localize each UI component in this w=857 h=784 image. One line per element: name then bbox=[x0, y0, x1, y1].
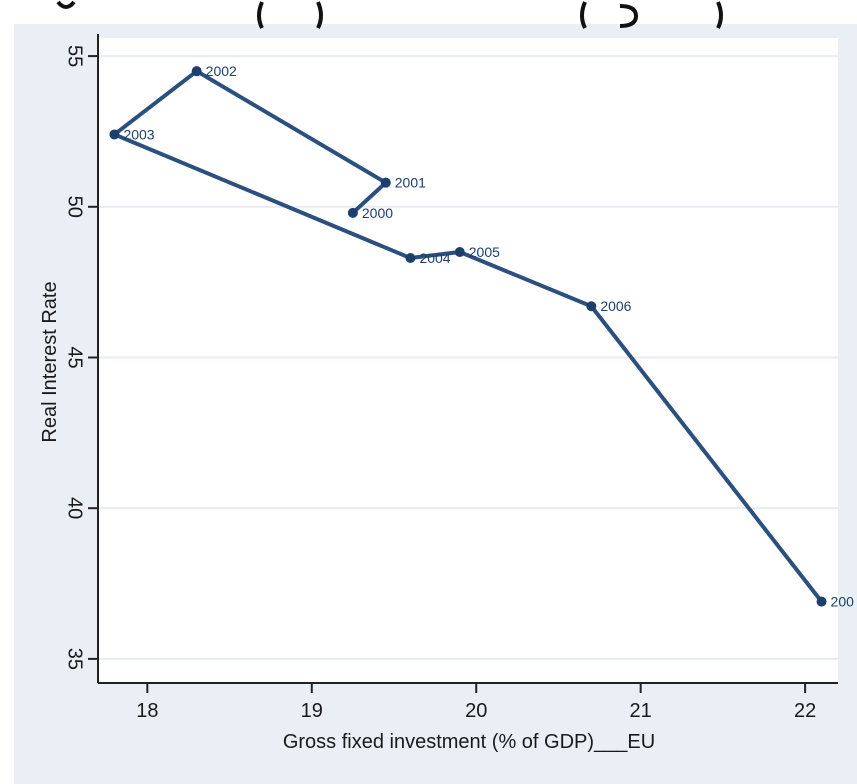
y-tick-label: 55 bbox=[64, 45, 86, 67]
point-label: 2006 bbox=[600, 298, 631, 314]
y-tick-label: 40 bbox=[64, 497, 86, 519]
x-tick-label: 21 bbox=[630, 700, 652, 722]
point-label: 200 bbox=[831, 594, 855, 610]
point-label: 2000 bbox=[362, 205, 393, 221]
y-tick-label: 35 bbox=[64, 648, 86, 670]
data-point bbox=[109, 129, 120, 140]
data-point bbox=[405, 253, 416, 264]
point-label: 2002 bbox=[206, 63, 237, 79]
x-axis-title: Gross fixed investment (% of GDP)___EU bbox=[283, 731, 655, 753]
point-label: 2001 bbox=[395, 175, 426, 191]
cropped-title-fragment bbox=[56, 0, 723, 29]
data-point bbox=[586, 301, 597, 312]
y-tick-label: 50 bbox=[64, 196, 86, 218]
x-tick-label: 19 bbox=[301, 700, 323, 722]
data-point bbox=[191, 66, 202, 77]
x-tick-label: 18 bbox=[136, 700, 158, 722]
x-tick-label: 20 bbox=[465, 700, 487, 722]
data-point bbox=[816, 596, 827, 607]
y-tick-label: 45 bbox=[64, 346, 86, 368]
x-tick-label: 22 bbox=[794, 700, 816, 722]
point-label: 2003 bbox=[123, 126, 154, 142]
data-point bbox=[454, 246, 465, 257]
axis-labels: Gross fixed investment (% of GDP)___EU R… bbox=[39, 281, 655, 753]
series-line bbox=[112, 69, 824, 603]
axes: 18 19 20 21 22 35 40 45 50 55 bbox=[64, 34, 838, 722]
gridlines bbox=[98, 55, 838, 660]
plot-area bbox=[98, 38, 838, 683]
data-point bbox=[380, 177, 391, 188]
point-label: 2004 bbox=[419, 250, 450, 266]
point-label: 2005 bbox=[469, 244, 500, 260]
y-axis-title: Real Interest Rate bbox=[39, 281, 61, 442]
data-point bbox=[347, 207, 358, 218]
